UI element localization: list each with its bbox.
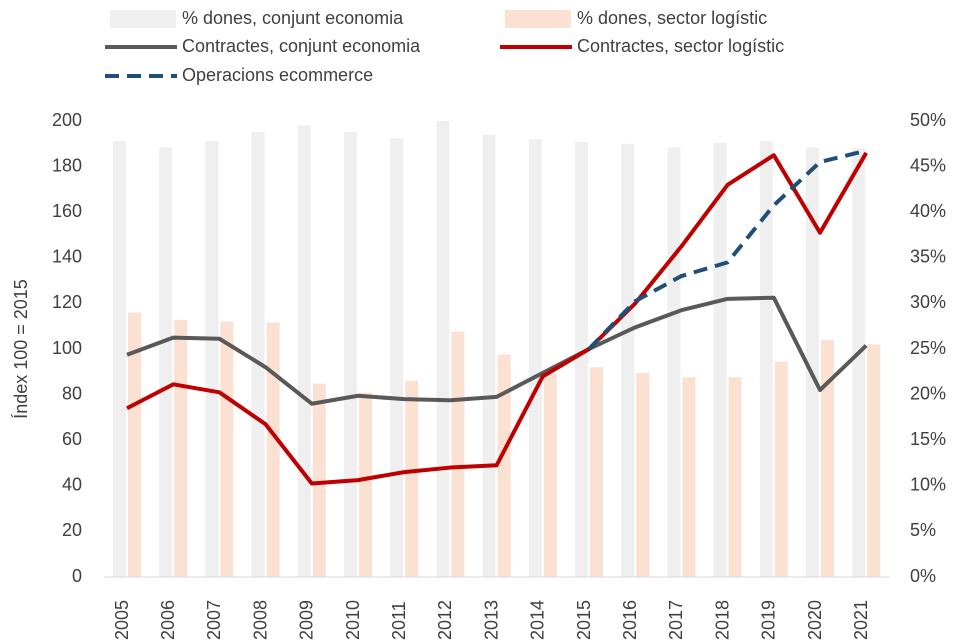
x-tick-label: 2009 — [297, 600, 317, 640]
y2-tick-label: 20% — [910, 383, 946, 403]
bar — [667, 147, 681, 577]
legend-label: Contractes, sector logístic — [577, 36, 784, 56]
bar — [159, 147, 173, 577]
bar — [621, 143, 635, 578]
y2-tick-label: 35% — [910, 247, 946, 267]
x-tick-label: 2019 — [759, 600, 779, 640]
y-tick-label: 80 — [62, 383, 82, 403]
bar — [220, 321, 234, 577]
x-tick-label: 2017 — [666, 600, 686, 640]
bar — [113, 141, 126, 577]
bar — [312, 383, 326, 577]
bar — [774, 361, 788, 577]
bar — [528, 139, 542, 578]
bar — [713, 142, 727, 577]
y2-tick-label: 5% — [910, 520, 936, 540]
bar — [867, 344, 881, 577]
x-tick-label: 2012 — [435, 600, 455, 640]
y2-tick-label: 50% — [910, 110, 946, 130]
bar — [405, 380, 419, 577]
bar — [759, 141, 773, 577]
y-tick-label: 200 — [52, 110, 82, 130]
x-tick-label: 2006 — [158, 600, 178, 640]
bar — [636, 372, 650, 577]
bar — [390, 138, 404, 577]
x-tick-label: 2014 — [528, 600, 548, 640]
bar — [852, 148, 866, 578]
x-tick-label: 2011 — [389, 601, 409, 640]
y-tick-label: 140 — [52, 247, 82, 267]
legend-label: Contractes, conjunt economia — [182, 36, 421, 56]
y2-tick-label: 0% — [910, 566, 936, 586]
bar — [297, 125, 311, 577]
bar — [205, 141, 219, 577]
y-tick-label: 0 — [72, 566, 82, 586]
legend-swatch — [505, 10, 571, 28]
y-axis-title: Índex 100 = 2015 — [11, 279, 31, 419]
y2-tick-label: 25% — [910, 338, 946, 358]
x-tick-label: 2016 — [620, 600, 640, 640]
y2-tick-label: 40% — [910, 201, 946, 221]
y-tick-label: 20 — [62, 520, 82, 540]
x-tick-label: 2013 — [481, 600, 501, 640]
legend-label: % dones, conjunt economia — [182, 8, 404, 28]
y-tick-label: 60 — [62, 429, 82, 449]
bar — [482, 134, 496, 577]
line-series — [126, 151, 868, 486]
x-tick-label: 2010 — [343, 600, 363, 640]
bar — [806, 147, 819, 577]
y-tick-label: 40 — [62, 475, 82, 495]
bar — [128, 312, 141, 577]
bar — [497, 354, 511, 577]
y-tick-label: 180 — [52, 155, 82, 175]
line-series — [126, 295, 868, 406]
bar — [575, 141, 588, 577]
y-tick-label: 100 — [52, 338, 82, 358]
y-tick-label: 160 — [52, 201, 82, 221]
x-tick-label: 2005 — [112, 600, 132, 640]
y2-tick-label: 30% — [910, 292, 946, 312]
x-tick-label: 2020 — [805, 600, 825, 640]
bar — [436, 121, 450, 577]
bar — [590, 367, 603, 577]
x-tick-label: 2021 — [851, 600, 871, 640]
x-tick-label: 2018 — [712, 600, 732, 640]
y2-tick-label: 10% — [910, 475, 946, 495]
x-tick-label: 2008 — [250, 600, 270, 640]
bar — [821, 339, 834, 577]
bar — [174, 319, 188, 577]
line-series — [587, 148, 867, 351]
bar — [682, 377, 696, 577]
bar — [344, 131, 357, 577]
bar — [543, 373, 557, 577]
x-tick-label: 2007 — [204, 600, 224, 640]
bar — [266, 322, 280, 577]
y2-tick-label: 15% — [910, 429, 946, 449]
legend-label: Operacions ecommerce — [182, 65, 373, 85]
legend-swatch — [110, 10, 176, 28]
x-tick-label: 2015 — [574, 600, 594, 640]
bar — [359, 392, 372, 577]
legend-label: % dones, sector logístic — [577, 8, 767, 28]
bar — [728, 377, 742, 577]
bar — [251, 131, 265, 577]
y2-tick-label: 45% — [910, 155, 946, 175]
y-tick-label: 120 — [52, 292, 82, 312]
bar — [451, 331, 465, 577]
